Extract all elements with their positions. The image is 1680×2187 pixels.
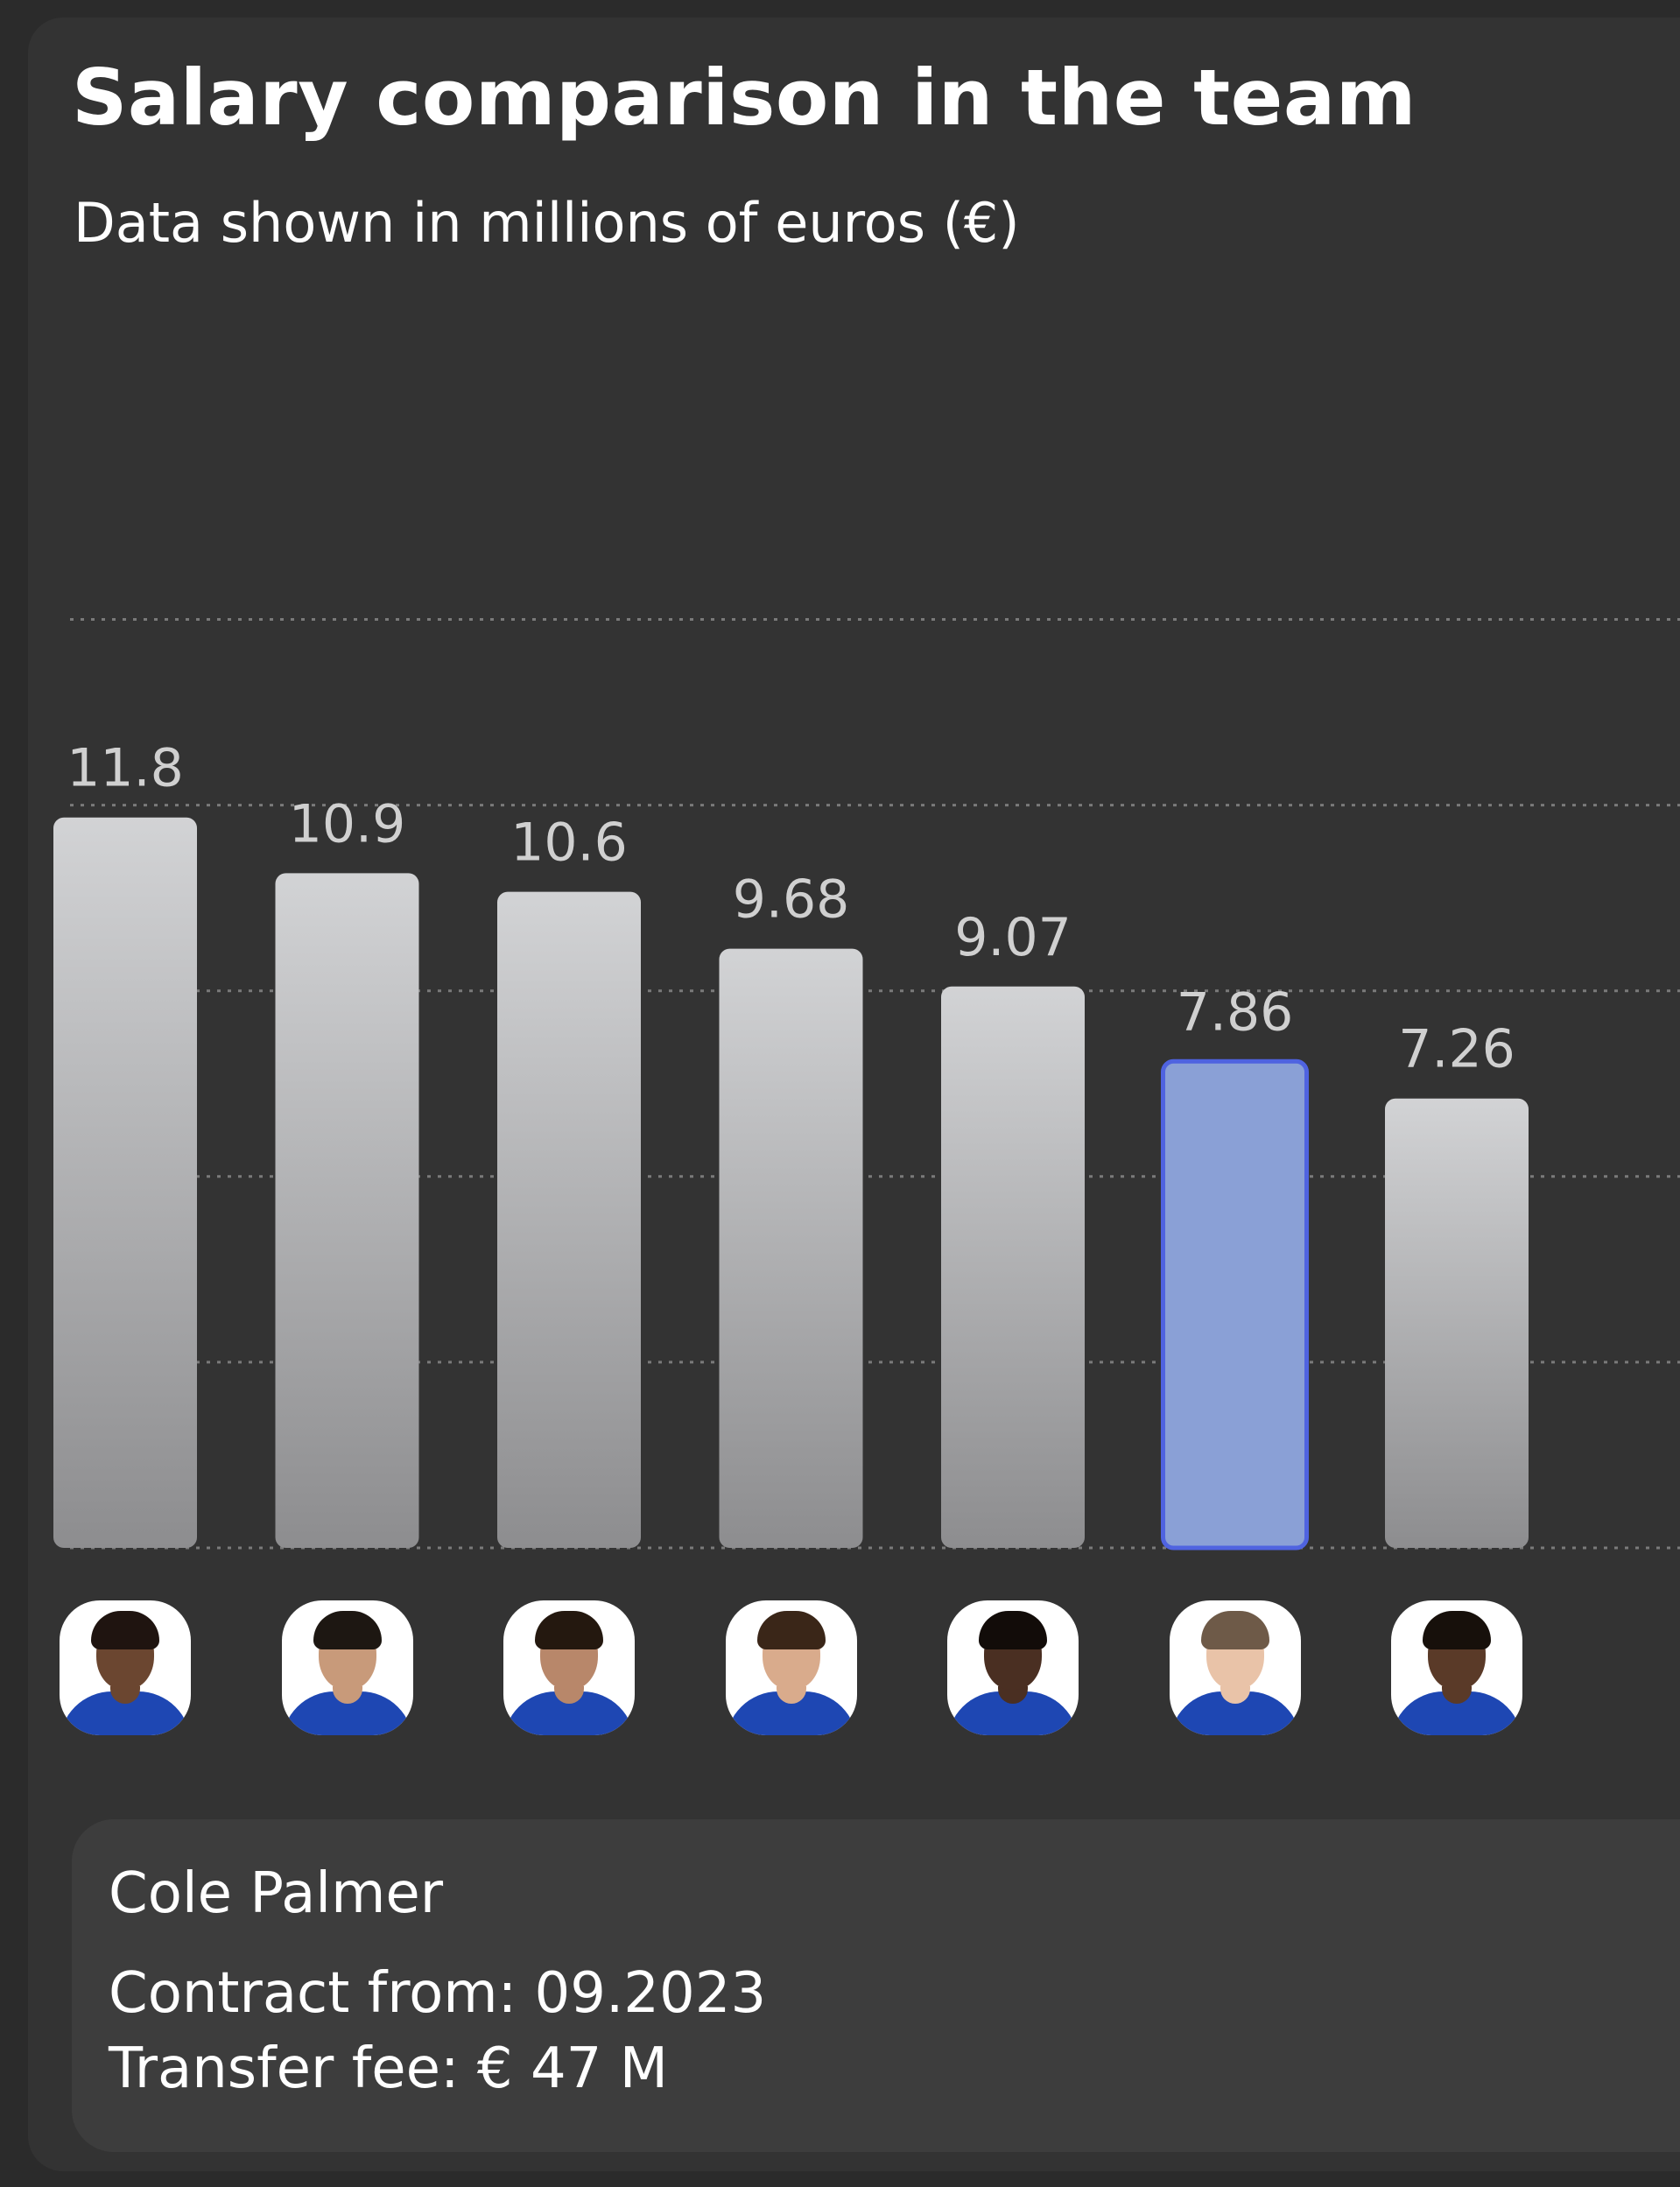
hair-shape — [91, 1611, 159, 1649]
contract-date: Contract from: 09.2023 — [109, 1961, 767, 2026]
bar-value-label: 9.07 — [954, 907, 1072, 968]
salary-bar-chart: 11.8 10.9 10.6 9.68 9.07 7.86 7.26 — [53, 618, 1680, 1551]
neck-shape — [776, 1686, 806, 1704]
neck-shape — [1442, 1686, 1472, 1704]
bar[interactable] — [275, 873, 419, 1548]
bar-value-label: 7.26 — [1398, 1019, 1515, 1080]
player-avatar[interactable] — [1391, 1600, 1522, 1735]
hair-shape — [1423, 1611, 1491, 1649]
bar[interactable] — [941, 986, 1085, 1548]
bar-value-label: 11.8 — [67, 738, 184, 799]
player-name: Cole Palmer — [109, 1861, 444, 1926]
player-avatar[interactable] — [1169, 1600, 1301, 1735]
hair-shape — [979, 1611, 1047, 1649]
bar-value-label: 10.9 — [289, 793, 406, 854]
player-avatar[interactable] — [503, 1600, 635, 1735]
hair-shape — [535, 1611, 603, 1649]
neck-shape — [1220, 1686, 1250, 1704]
chart-title: Salary comparison in the team — [72, 53, 1416, 143]
transfer-fee: Transfer fee: € 47 M — [109, 2036, 668, 2101]
bar-value-label: 9.68 — [733, 869, 850, 931]
player-info-box — [72, 1819, 1680, 2152]
bar-value-label: 7.86 — [1177, 981, 1294, 1043]
chart-subtitle: Data shown in millions of euros (€) — [74, 191, 1020, 255]
neck-shape — [110, 1686, 140, 1704]
hair-shape — [1200, 1611, 1269, 1649]
bar[interactable] — [719, 948, 863, 1548]
bar-highlighted[interactable] — [1161, 1058, 1309, 1551]
bar[interactable] — [1385, 1098, 1529, 1548]
player-avatar[interactable] — [281, 1600, 413, 1735]
bar-value-label: 10.6 — [510, 812, 628, 874]
hair-shape — [313, 1611, 382, 1649]
hair-shape — [756, 1611, 826, 1649]
bar[interactable] — [53, 817, 197, 1548]
bar[interactable] — [497, 891, 641, 1548]
player-avatar[interactable] — [60, 1600, 191, 1735]
player-avatar[interactable] — [725, 1600, 857, 1735]
neck-shape — [998, 1686, 1028, 1704]
neck-shape — [554, 1686, 584, 1704]
neck-shape — [332, 1686, 362, 1704]
player-avatar[interactable] — [947, 1600, 1079, 1735]
